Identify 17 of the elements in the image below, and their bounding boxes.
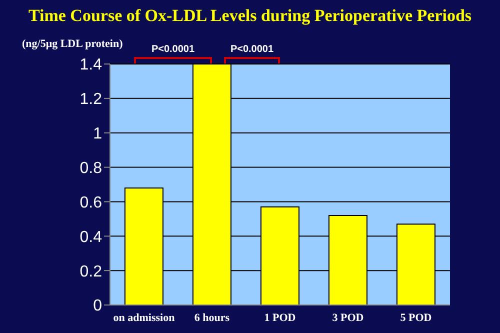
y-tick-label: 0.8 xyxy=(80,160,102,177)
y-tick-label: 1 xyxy=(93,126,102,143)
chart-title: Time Course of Ox-LDL Levels during Perioperative Periods xyxy=(27,6,473,26)
y-tick-label: 0 xyxy=(93,298,102,315)
y-tick-label: 0.2 xyxy=(80,263,102,280)
text: P<0.0001 xyxy=(150,44,196,55)
x-tick-label: 6 hours xyxy=(194,312,230,324)
y-tick-label: 0.6 xyxy=(80,194,102,212)
y-axis-title: (ng/5μg LDL protein) xyxy=(22,38,123,50)
x-tick-label: 5 POD xyxy=(400,312,432,324)
x-tick-label: 1 POD xyxy=(264,312,296,324)
y-tick-label: 1.4 xyxy=(80,56,102,74)
y-tick-label: 1.2 xyxy=(80,91,102,108)
x-tick-label: on admission xyxy=(113,312,175,324)
text: P<0.0001 xyxy=(229,44,275,55)
x-tick-label: 3 POD xyxy=(332,312,364,324)
y-tick-label: 0.4 xyxy=(80,228,102,246)
